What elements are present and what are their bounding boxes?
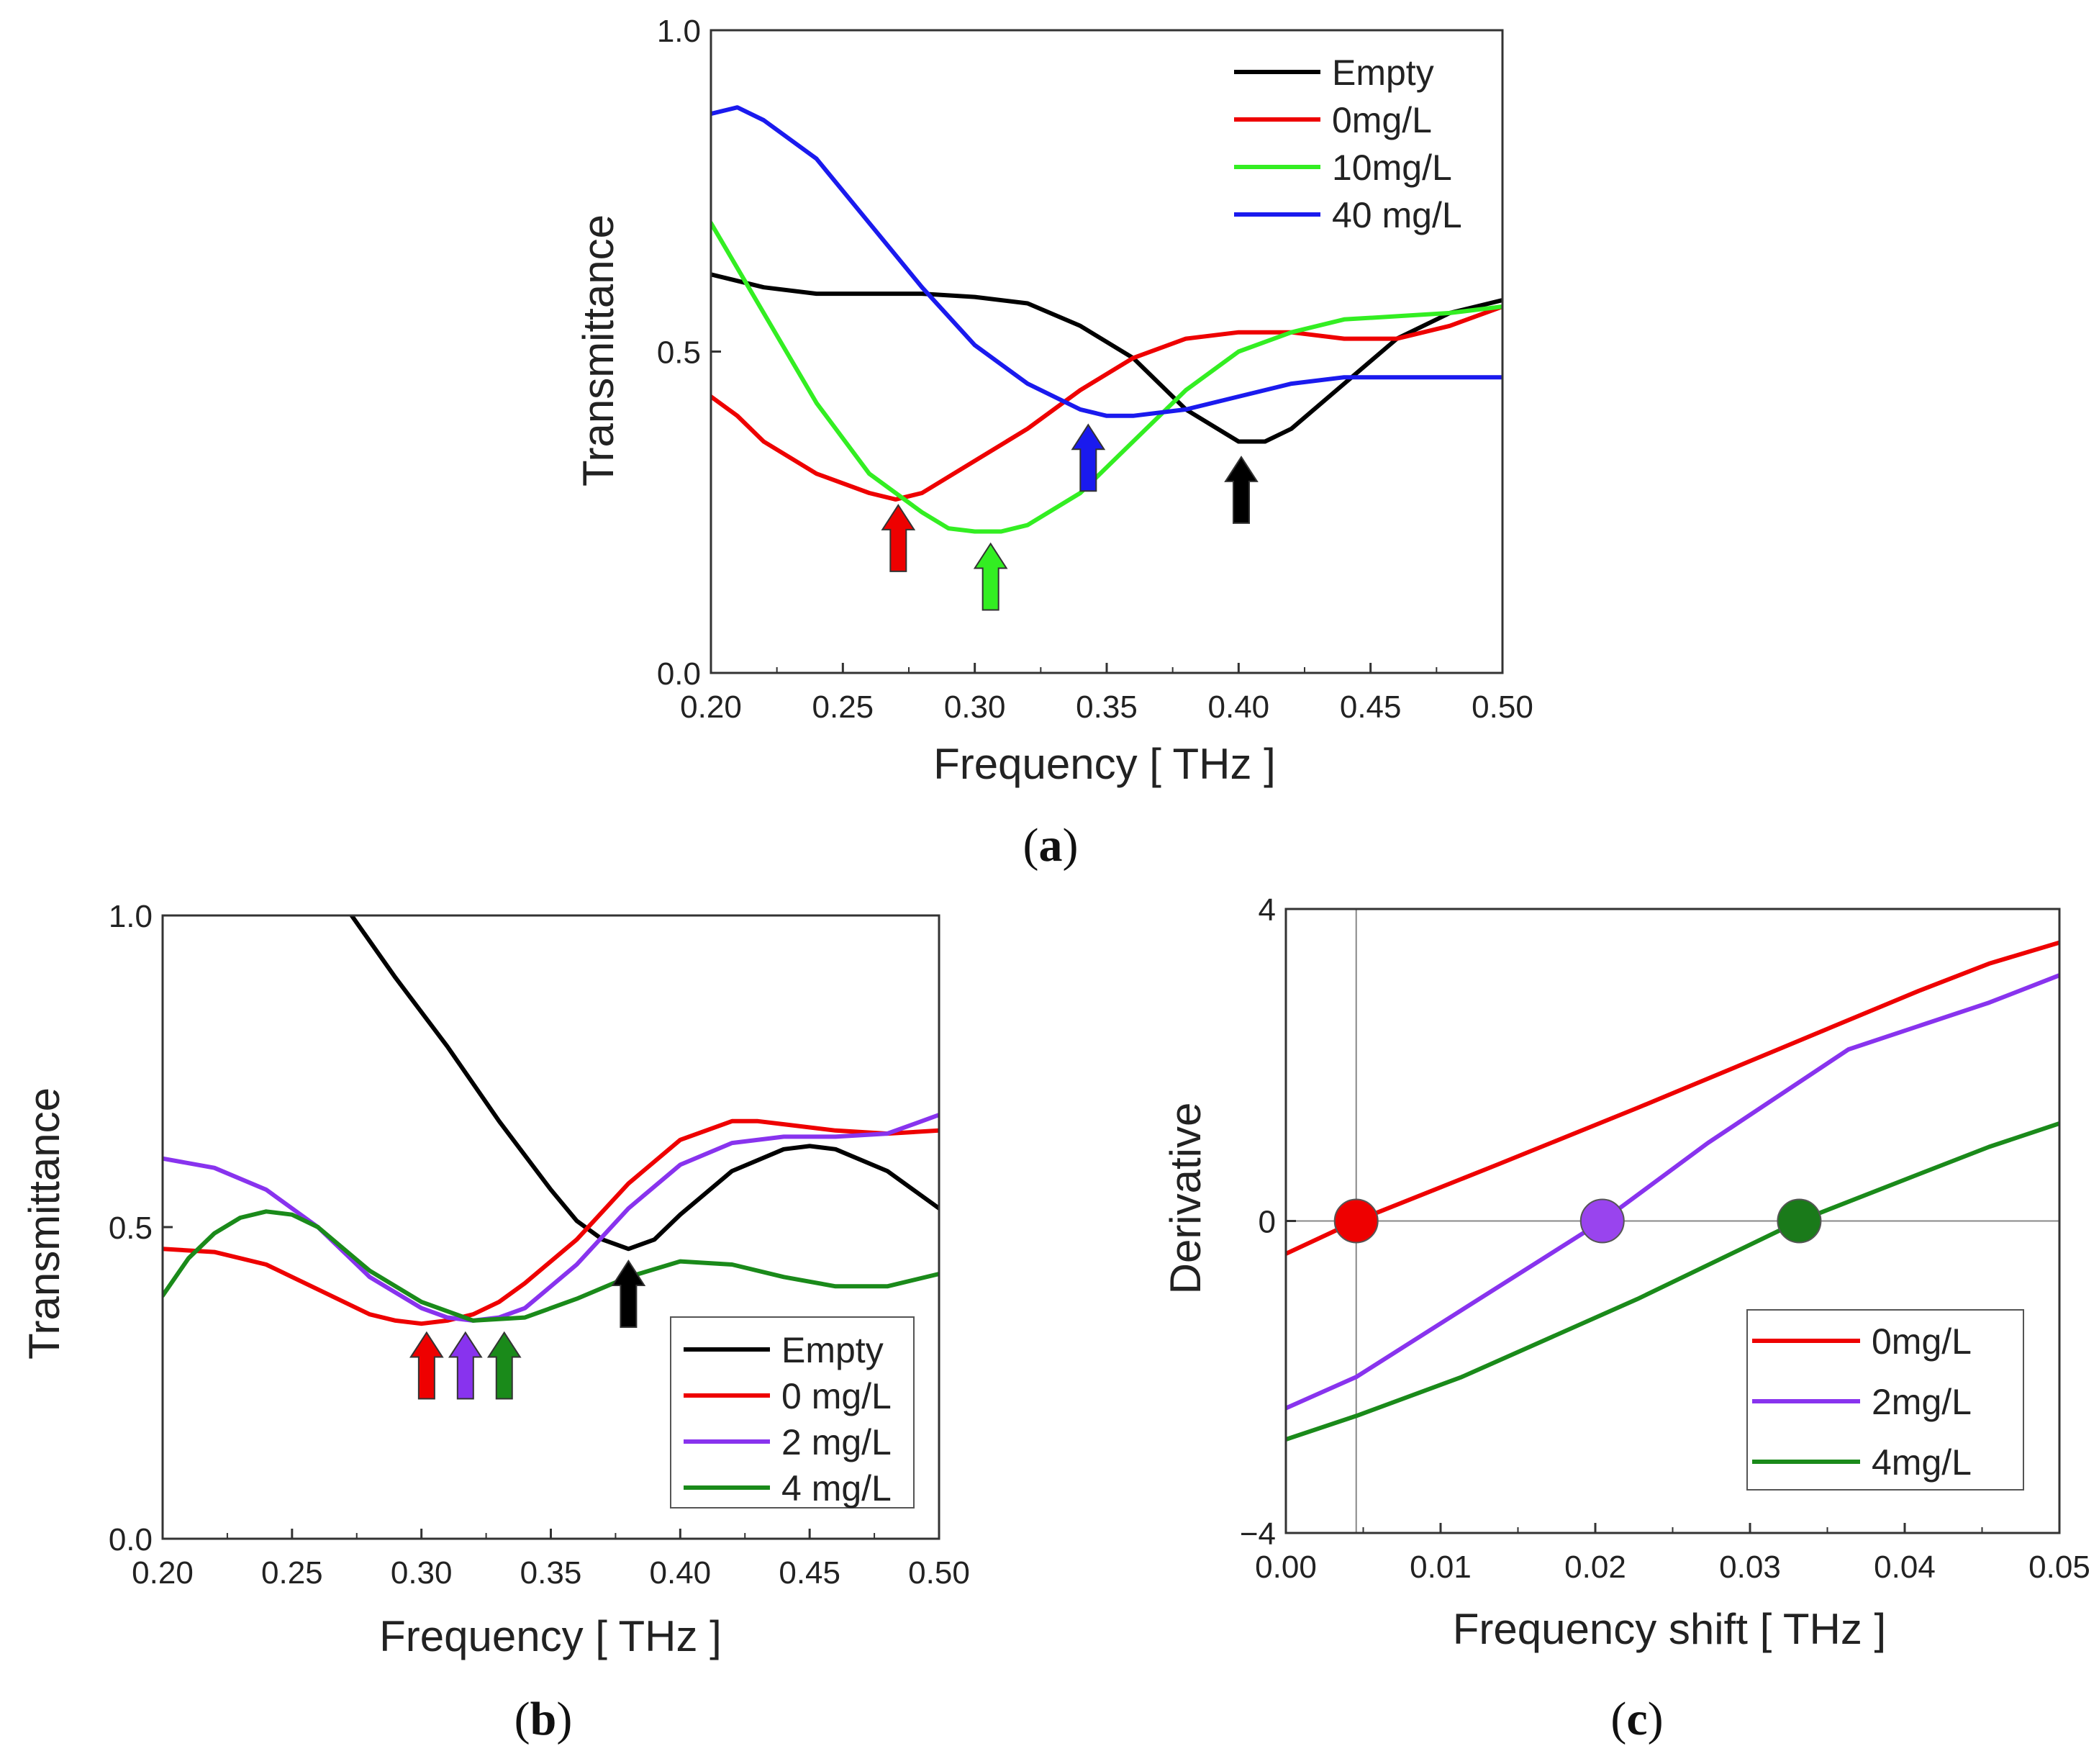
legend-label-2-mg-l: 2 mg/L bbox=[781, 1422, 892, 1462]
panel-a-legend: Empty 0mg/L 10mg/L 40 mg/L bbox=[1234, 53, 1462, 235]
panel-b-series-layer bbox=[163, 915, 939, 1326]
legend-label-0mg-l: 0mg/L bbox=[1872, 1321, 1972, 1362]
legend-label-4mg-l: 4mg/L bbox=[1872, 1442, 1972, 1483]
panel-c-marker-layer bbox=[1333, 1198, 1822, 1244]
legend-label-0-mg-l: 0 mg/L bbox=[781, 1376, 892, 1416]
legend-label-0mg-l: 0mg/L bbox=[1332, 100, 1432, 140]
x-tick-label: 0.30 bbox=[391, 1555, 453, 1591]
panel-a-caption: (a) bbox=[1023, 819, 1079, 872]
legend-label-empty: Empty bbox=[781, 1330, 884, 1370]
panel-b-caption: (b) bbox=[514, 1693, 573, 1745]
y-tick-label: 1.0 bbox=[109, 899, 153, 934]
series-line-10mg-l bbox=[711, 220, 1502, 534]
x-tick-label: 0.20 bbox=[680, 689, 742, 725]
x-tick-label: 0.50 bbox=[908, 1555, 970, 1591]
panel-a-y-axis-label: Transmittance bbox=[574, 214, 622, 487]
panel-c-caption: (c) bbox=[1610, 1693, 1663, 1745]
arrow-marker-empty bbox=[1224, 456, 1259, 524]
arrow-marker-2-mg-l bbox=[448, 1331, 483, 1400]
series-line-4mg-l bbox=[1286, 1121, 2059, 1442]
x-tick-label: 0.25 bbox=[812, 689, 874, 725]
series-line-40-mg-l bbox=[711, 105, 1502, 418]
x-tick-label: 0.45 bbox=[779, 1555, 840, 1591]
panel-b-x-axis-label: Frequency [ THz ] bbox=[379, 1612, 722, 1660]
panel-a-caption-letter: a bbox=[1039, 819, 1063, 872]
x-tick-label: 0.01 bbox=[1410, 1550, 1472, 1585]
x-tick-label: 0.20 bbox=[132, 1555, 194, 1591]
panel-a-ticks: 0.20 0.25 0.30 0.35 0.40 0.45 0.50 0.0 0.5 1.0 bbox=[657, 14, 1533, 725]
y-tick-label: −4 bbox=[1240, 1516, 1276, 1552]
y-tick-label: 0 bbox=[1259, 1205, 1276, 1240]
x-tick-label: 0.45 bbox=[1340, 689, 1402, 725]
panel-c-y-axis-label: Derivative bbox=[1161, 1103, 1210, 1295]
y-tick-label: 0.5 bbox=[657, 335, 701, 371]
x-tick-label: 0.03 bbox=[1719, 1550, 1781, 1585]
series-line-2mg-l bbox=[1286, 973, 2059, 1411]
panel-c-legend: 0mg/L 2mg/L 4mg/L bbox=[1746, 1309, 2024, 1491]
legend-label-4-mg-l: 4 mg/L bbox=[781, 1468, 892, 1509]
panel-b-caption-letter: b bbox=[530, 1693, 557, 1745]
zero-crossing-marker-0mg-l bbox=[1333, 1198, 1379, 1244]
legend-label-40-mg-l: 40 mg/L bbox=[1332, 195, 1462, 235]
series-line-4-mg-l bbox=[163, 1209, 939, 1323]
panel-a: 0.20 0.25 0.30 0.35 0.40 0.45 0.50 0.0 0.5 1.0 Fr… bbox=[574, 14, 1533, 872]
arrow-marker-40-mg-l bbox=[1071, 423, 1106, 492]
series-line-0-mg-l bbox=[163, 1118, 939, 1326]
x-tick-label: 0.35 bbox=[1076, 689, 1138, 725]
legend-label-10mg-l: 10mg/L bbox=[1332, 148, 1452, 188]
panel-b-ticks: 0.20 0.25 0.30 0.35 0.40 0.45 0.50 0.0 0.5 1.0 bbox=[109, 899, 970, 1591]
arrow-marker-empty bbox=[611, 1259, 646, 1328]
x-tick-label: 0.25 bbox=[261, 1555, 323, 1591]
x-tick-label: 0.50 bbox=[1472, 689, 1533, 725]
y-tick-label: 0.5 bbox=[109, 1211, 153, 1246]
panel-b-arrow-layer bbox=[409, 1259, 646, 1400]
panel-b: 0.20 0.25 0.30 0.35 0.40 0.45 0.50 0.0 0.5 1.0 Fr… bbox=[20, 899, 970, 1745]
zero-crossing-marker-2mg-l bbox=[1579, 1198, 1625, 1244]
y-tick-label: 1.0 bbox=[657, 14, 701, 49]
arrow-marker-4-mg-l bbox=[486, 1331, 522, 1400]
legend-label-empty: Empty bbox=[1332, 53, 1434, 93]
x-tick-label: 0.40 bbox=[1208, 689, 1270, 725]
panel-c-ticks: 0.00 0.01 0.02 0.03 0.04 0.05 −4 0 4 bbox=[1240, 892, 2090, 1585]
x-tick-label: 0.35 bbox=[520, 1555, 582, 1591]
arrow-marker-10mg-l bbox=[973, 542, 1008, 611]
y-tick-label: 4 bbox=[1259, 892, 1276, 928]
arrow-marker-0mg-l bbox=[881, 504, 916, 572]
panel-b-legend: Empty 0 mg/L 2 mg/L 4 mg/L bbox=[670, 1316, 915, 1509]
zero-crossing-marker-4mg-l bbox=[1777, 1198, 1822, 1244]
panel-c-caption-letter: c bbox=[1626, 1693, 1647, 1745]
legend-label-2mg-l: 2mg/L bbox=[1872, 1382, 1972, 1422]
x-tick-label: 0.02 bbox=[1564, 1550, 1626, 1585]
panel-c-x-axis-label: Frequency shift [ THz ] bbox=[1453, 1605, 1886, 1653]
panel-a-x-axis-label: Frequency [ THz ] bbox=[933, 740, 1276, 788]
arrow-marker-0-mg-l bbox=[409, 1331, 444, 1400]
y-tick-label: 0.0 bbox=[109, 1522, 153, 1557]
x-tick-label: 0.04 bbox=[1874, 1550, 1936, 1585]
panel-a-arrow-layer bbox=[881, 423, 1259, 611]
series-line-0mg-l bbox=[1286, 940, 2059, 1256]
panel-c: 0.00 0.01 0.02 0.03 0.04 0.05 −4 0 4 Frequency s… bbox=[1161, 892, 2090, 1745]
x-tick-label: 0.30 bbox=[944, 689, 1006, 725]
y-tick-label: 0.0 bbox=[657, 656, 701, 692]
x-tick-label: 0.00 bbox=[1255, 1550, 1317, 1585]
series-line-0mg-l bbox=[711, 304, 1502, 502]
x-tick-label: 0.40 bbox=[650, 1555, 712, 1591]
panel-a-series-layer bbox=[711, 105, 1502, 534]
panel-b-y-axis-label: Transmittance bbox=[20, 1087, 68, 1360]
series-line-empty bbox=[349, 915, 939, 1252]
x-tick-label: 0.05 bbox=[2028, 1550, 2090, 1585]
